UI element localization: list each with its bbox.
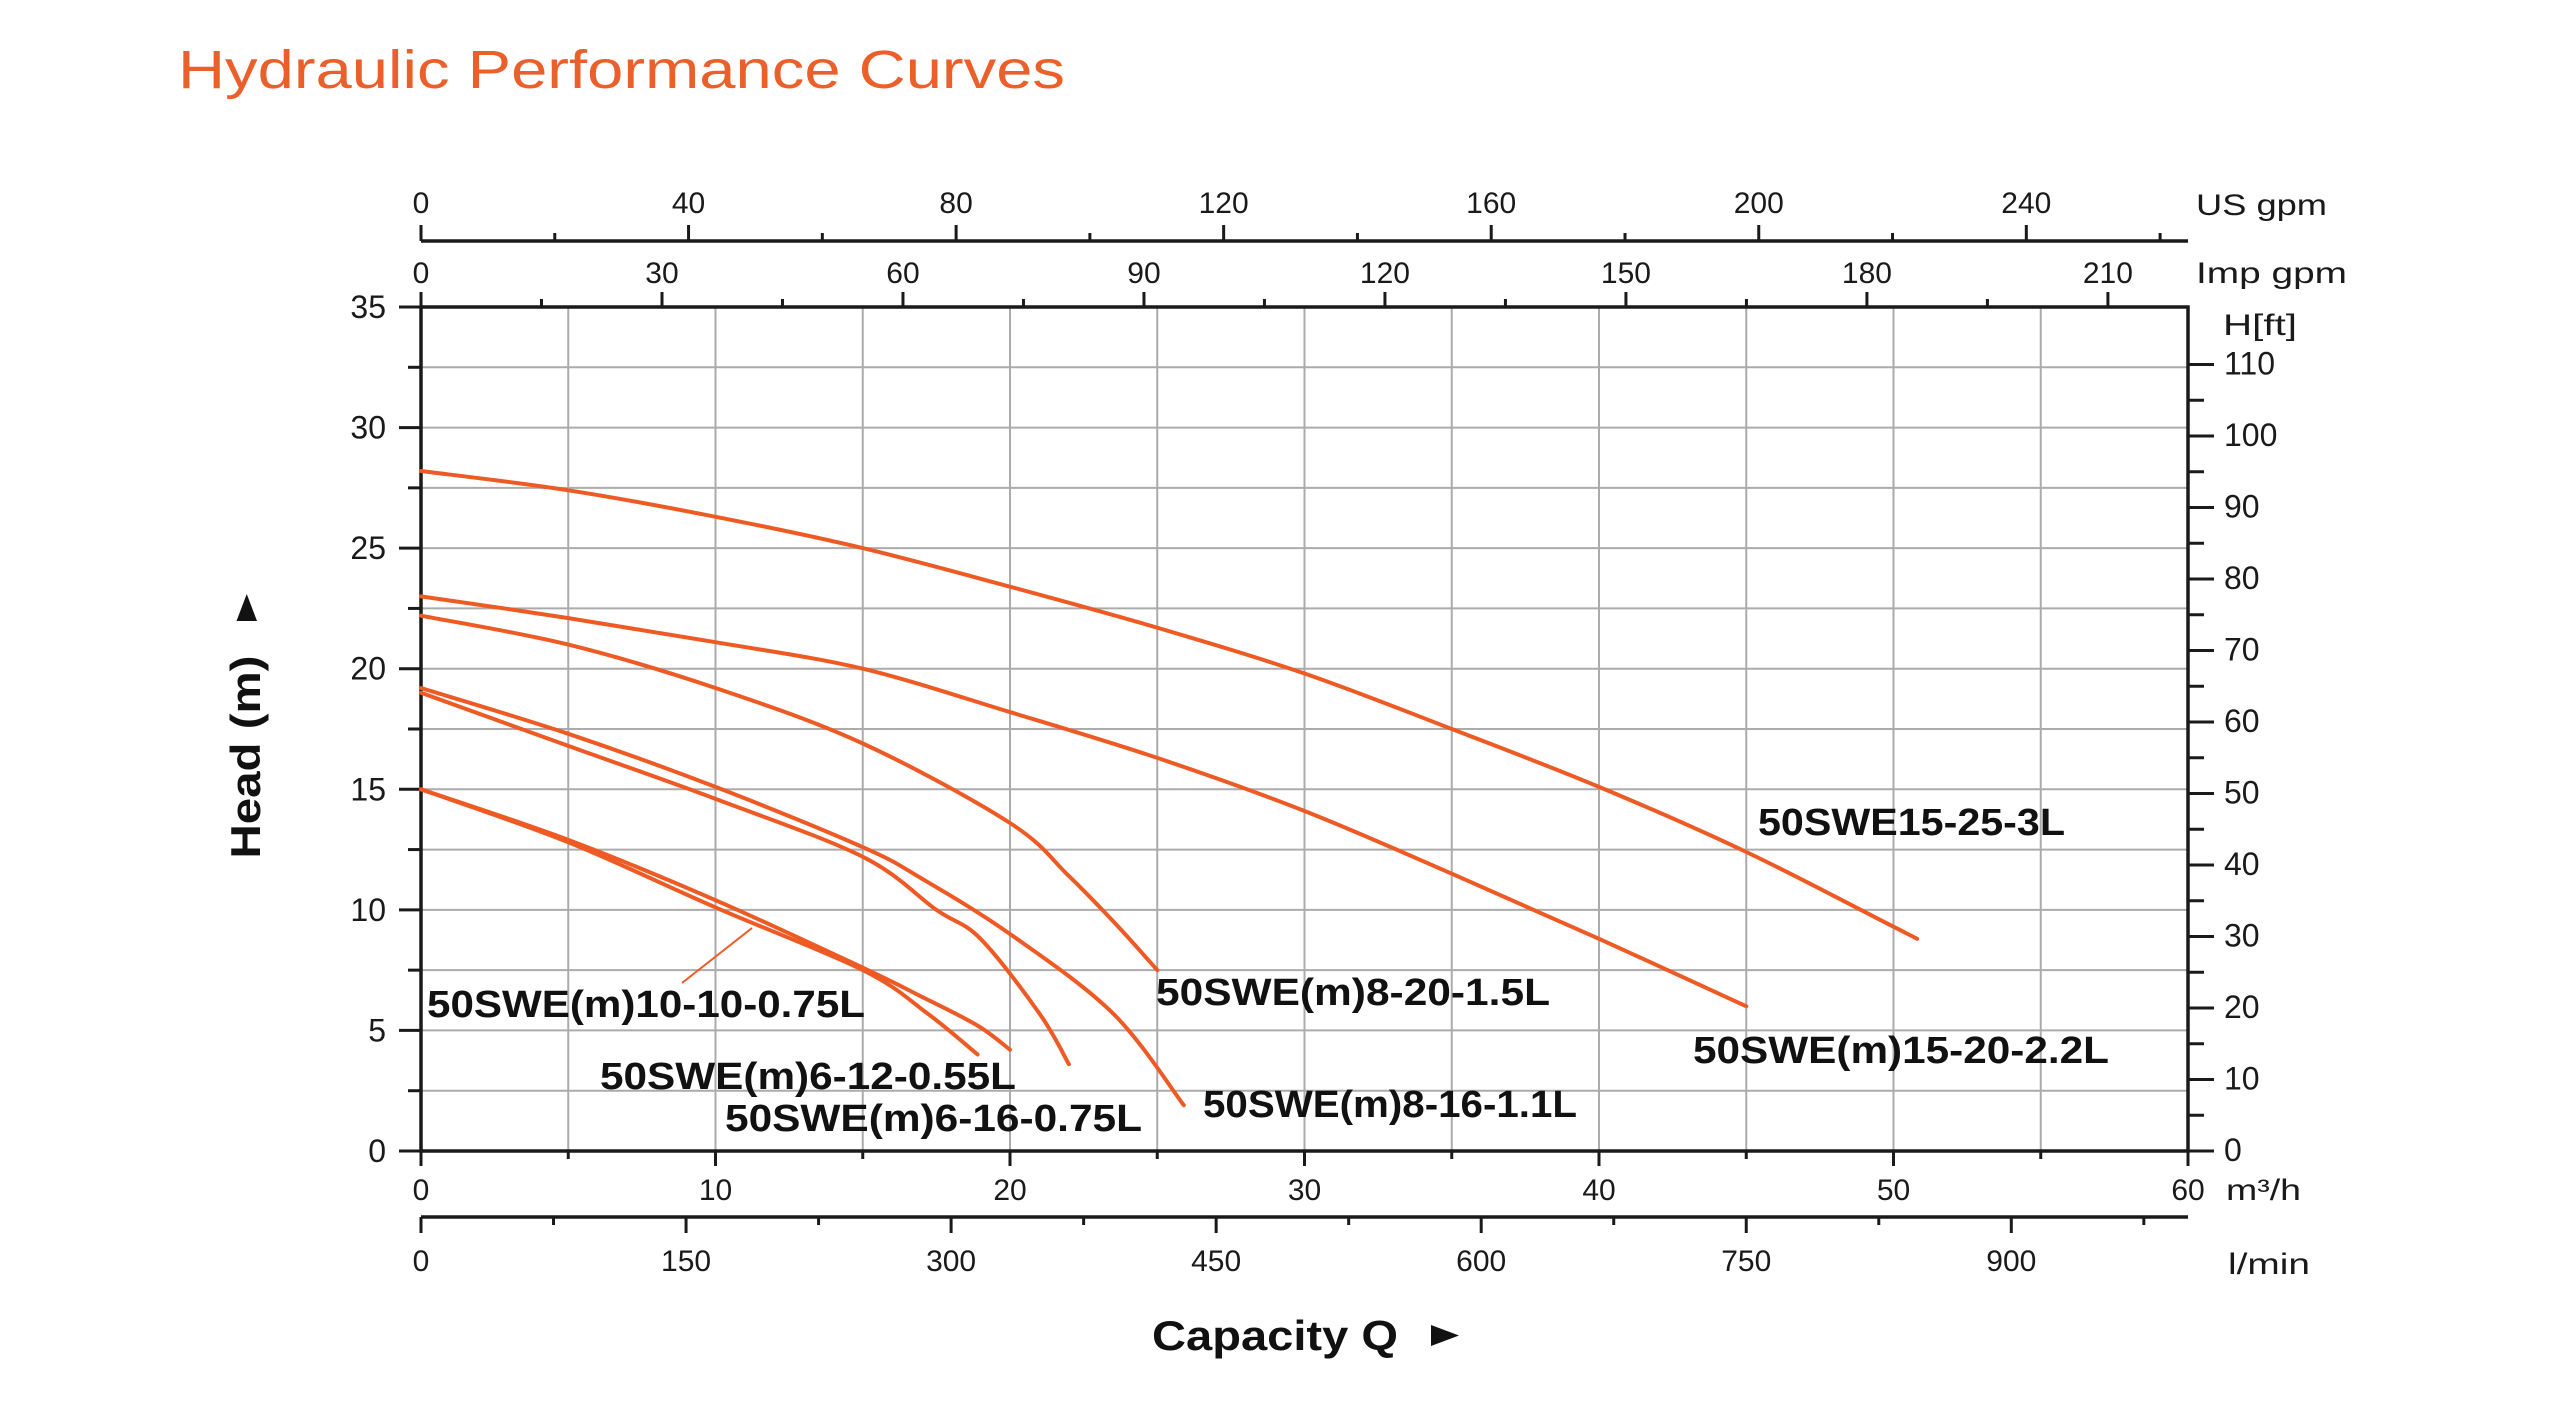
x-axis-arrow-icon [1431, 1325, 1459, 1346]
leader-line [681, 927, 753, 984]
imp-gpm-tick-label: 210 [2083, 257, 2133, 290]
x-axis-tick-label: 50 [1877, 1174, 1910, 1207]
curve-label: 50SWE(m)8-20-1.5L [1156, 972, 1550, 1014]
imp-gpm-tick-label: 150 [1601, 257, 1651, 290]
imp-gpm-tick-label: 90 [1127, 257, 1160, 290]
us-gpm-tick-label: 120 [1199, 187, 1249, 220]
performance-curve [419, 787, 980, 1057]
y-tick-label: 20 [350, 651, 386, 687]
performance-curve [419, 690, 1071, 1067]
y-tick-label: 0 [368, 1133, 386, 1169]
l-min-tick-label: 0 [413, 1245, 430, 1278]
y-tick-label: 15 [350, 771, 386, 807]
performance-curve [419, 594, 1749, 1009]
y-axis-arrow-icon [236, 594, 257, 621]
curve-label: 50SWE(m)10-10-0.75L [427, 984, 865, 1026]
y-tick-label: 5 [368, 1012, 386, 1048]
y-tick-label: 25 [350, 530, 386, 566]
imp-gpm-tick-label: 0 [413, 257, 430, 290]
us-gpm-tick-label: 240 [2001, 187, 2051, 220]
imp-gpm-unit-label: Imp gpm [2196, 257, 2347, 290]
h-ft-tick-label: 20 [2224, 989, 2260, 1025]
h-ft-tick-label: 60 [2224, 703, 2260, 739]
us-gpm-tick-label: 200 [1734, 187, 1784, 220]
l-min-unit-label: l/min [2228, 1248, 2310, 1281]
x-axis-tick-label: 0 [413, 1174, 430, 1207]
l-min-tick-label: 600 [1456, 1245, 1506, 1278]
performance-curve [419, 613, 1160, 973]
x-axis-tick-label: 40 [1582, 1174, 1615, 1207]
l-min-tick-label: 150 [661, 1245, 711, 1278]
us-gpm-tick-label: 0 [413, 187, 430, 220]
imp-gpm-tick-label: 120 [1360, 257, 1410, 290]
y-tick-label: 30 [350, 410, 386, 446]
imp-gpm-tick-label: 180 [1842, 257, 1892, 290]
performance-curve [419, 469, 1920, 941]
l-min-tick-label: 300 [926, 1245, 976, 1278]
h-ft-tick-label: 40 [2224, 846, 2260, 882]
us-gpm-tick-label: 80 [939, 187, 972, 220]
us-gpm-unit-label: US gpm [2196, 189, 2327, 222]
series-labels: 50SWE15-25-3L 50SWE(m)15-20-2.2L 50SWE(m)8… [427, 802, 2109, 1140]
h-ft-unit-label: H[ft] [2223, 309, 2297, 342]
l-min-tick-label: 750 [1721, 1245, 1771, 1278]
curve-label: 50SWE(m)8-16-1.1L [1203, 1084, 1577, 1126]
curve-label: 50SWE(m)6-16-0.75L [725, 1098, 1142, 1140]
curves [419, 469, 1920, 1108]
y-tick-label: 10 [350, 892, 386, 928]
performance-curve [419, 686, 1186, 1108]
x-axis-tick-label: 20 [993, 1174, 1026, 1207]
y-tick-label: 35 [350, 289, 386, 325]
curve-label: 50SWE(m)15-20-2.2L [1693, 1030, 2109, 1072]
h-ft-tick-label: 0 [2224, 1132, 2242, 1168]
curve-label: 50SWE(m)6-12-0.55L [600, 1056, 1016, 1098]
curve-label: 50SWE15-25-3L [1758, 802, 2065, 844]
l-min-tick-label: 450 [1191, 1245, 1241, 1278]
x-axis-tick-label: 10 [699, 1174, 732, 1207]
h-ft-tick-label: 50 [2224, 775, 2260, 811]
h-ft-tick-label: 70 [2224, 632, 2260, 668]
us-gpm-tick-label: 40 [672, 187, 705, 220]
m3h-unit-label: m³/h [2226, 1174, 2301, 1207]
imp-gpm-tick-label: 60 [886, 257, 919, 290]
us-gpm-tick-label: 160 [1466, 187, 1516, 220]
h-ft-tick-label: 80 [2224, 560, 2260, 596]
h-ft-tick-label: 110 [2224, 346, 2275, 382]
x-axis-tick-label: 30 [1288, 1174, 1321, 1207]
x-axis-tick-label: 60 [2171, 1174, 2204, 1207]
x-axis-title: Capacity Q [1152, 1312, 1398, 1359]
chart-title: Hydraulic Performance Curves [178, 40, 1065, 100]
h-ft-tick-label: 10 [2224, 1061, 2260, 1097]
h-ft-tick-label: 30 [2224, 918, 2260, 954]
grid [421, 307, 2188, 1151]
h-ft-tick-label: 90 [2224, 489, 2260, 525]
y-axis-title: Head (m) [222, 656, 269, 859]
imp-gpm-tick-label: 30 [645, 257, 678, 290]
l-min-tick-label: 900 [1986, 1245, 2036, 1278]
h-ft-tick-label: 100 [2224, 417, 2277, 453]
